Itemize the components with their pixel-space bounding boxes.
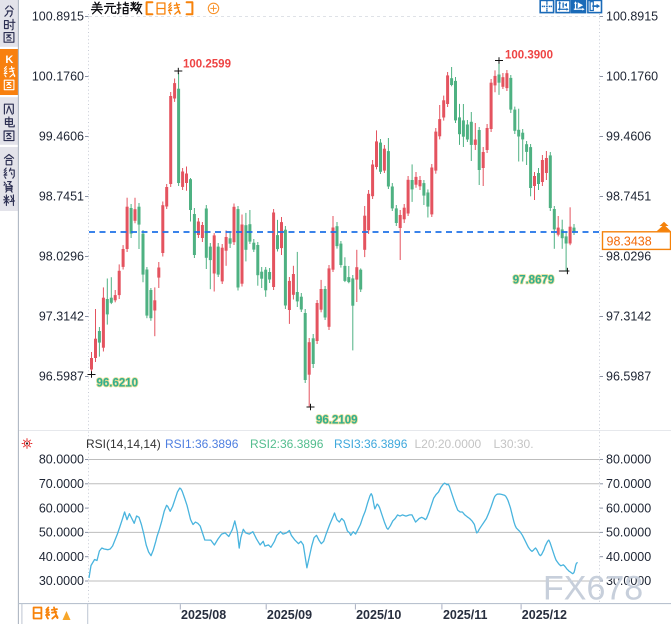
- svg-text:100.3900: 100.3900: [505, 50, 553, 62]
- svg-text:RSI(14,14,14): RSI(14,14,14): [86, 437, 161, 451]
- svg-text:2025/12: 2025/12: [522, 608, 567, 622]
- svg-text:96.5987: 96.5987: [39, 370, 84, 384]
- svg-text:50.0000: 50.0000: [39, 526, 84, 540]
- svg-text:99.4606: 99.4606: [606, 130, 651, 144]
- svg-text:100.2599: 100.2599: [183, 59, 231, 71]
- svg-text:96.2109: 96.2109: [316, 415, 358, 427]
- svg-text:100.8915: 100.8915: [32, 10, 84, 24]
- svg-text:96.5987: 96.5987: [606, 370, 651, 384]
- svg-text:99.4606: 99.4606: [39, 130, 84, 144]
- svg-text:K: K: [5, 54, 13, 66]
- svg-text:RSI3:36.3896: RSI3:36.3896: [334, 437, 408, 451]
- svg-text:2025/11: 2025/11: [443, 608, 488, 622]
- svg-text:100.1760: 100.1760: [606, 70, 658, 84]
- svg-text:40.0000: 40.0000: [39, 550, 84, 564]
- svg-text:97.3142: 97.3142: [39, 310, 84, 324]
- svg-text:70.0000: 70.0000: [606, 477, 651, 491]
- svg-text:2025/10: 2025/10: [356, 608, 401, 622]
- svg-text:2025/09: 2025/09: [267, 608, 312, 622]
- svg-text:RSI1:36.3896: RSI1:36.3896: [165, 437, 239, 451]
- svg-text:70.0000: 70.0000: [39, 477, 84, 491]
- svg-text:50.0000: 50.0000: [606, 526, 651, 540]
- svg-text:96.6210: 96.6210: [97, 378, 139, 390]
- svg-text:60.0000: 60.0000: [39, 501, 84, 515]
- svg-text:30.0000: 30.0000: [606, 574, 651, 588]
- svg-text:98.3438: 98.3438: [607, 234, 652, 248]
- svg-text:100.1760: 100.1760: [32, 70, 84, 84]
- svg-text:98.0296: 98.0296: [606, 250, 651, 264]
- svg-text:2025/08: 2025/08: [181, 608, 226, 622]
- svg-text:80.0000: 80.0000: [39, 453, 84, 467]
- svg-text:L30:30.: L30:30.: [494, 437, 534, 451]
- svg-text:80.0000: 80.0000: [606, 453, 651, 467]
- svg-text:40.0000: 40.0000: [606, 550, 651, 564]
- svg-text:100.8915: 100.8915: [606, 10, 658, 24]
- svg-text:RSI2:36.3896: RSI2:36.3896: [250, 437, 324, 451]
- svg-text:FX678: FX678: [543, 570, 643, 608]
- svg-text:97.8679: 97.8679: [513, 275, 555, 287]
- svg-text:60.0000: 60.0000: [606, 501, 651, 515]
- svg-text:30.0000: 30.0000: [39, 574, 84, 588]
- svg-text:98.0296: 98.0296: [39, 250, 84, 264]
- svg-text:98.7451: 98.7451: [606, 190, 651, 204]
- svg-text:98.7451: 98.7451: [39, 190, 84, 204]
- svg-text:L20:20.0000: L20:20.0000: [415, 437, 482, 451]
- svg-text:97.3142: 97.3142: [606, 310, 651, 324]
